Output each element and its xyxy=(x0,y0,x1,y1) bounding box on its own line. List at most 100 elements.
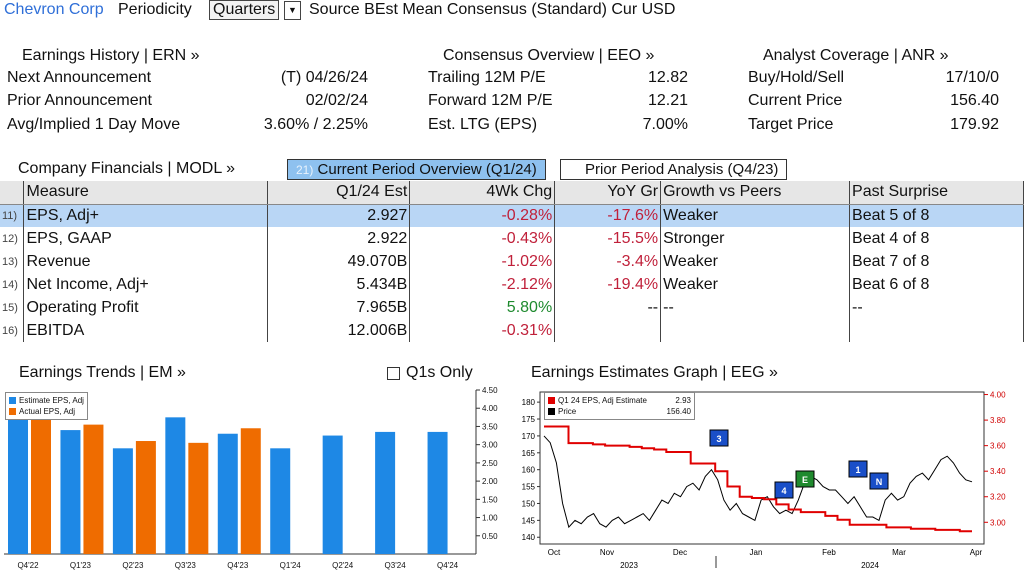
col-header-4wk-chg[interactable]: 4Wk Chg xyxy=(409,181,556,205)
y-tick-label: 2.50 xyxy=(482,459,498,468)
col-header-surprise[interactable]: Past Surprise xyxy=(849,181,1024,205)
event-marker-label: N xyxy=(876,477,883,487)
cell-measure: EPS, GAAP xyxy=(23,227,269,250)
eh-label-1: Next Announcement xyxy=(7,69,152,86)
bar-estimate xyxy=(165,417,186,554)
analyst-label-3: Target Price xyxy=(748,116,834,133)
bar-estimate xyxy=(217,433,238,554)
bar-estimate xyxy=(322,435,343,554)
x-tick-label: Q2'23 xyxy=(122,561,144,570)
cell-4wk-chg: -1.02% xyxy=(409,250,556,273)
left-tick-label: 165 xyxy=(522,449,536,458)
consensus-title[interactable]: Consensus Overview | EEO » xyxy=(443,47,655,64)
col-header-estimate[interactable]: Q1/24 Est xyxy=(267,181,411,205)
legend-swatch-eps xyxy=(548,397,555,405)
cell-surprise: Beat 7 of 8 xyxy=(849,250,1024,273)
y-tick-label: 1.50 xyxy=(482,495,498,504)
cons-value-1: 12.82 xyxy=(647,69,688,86)
q1s-only-checkbox[interactable] xyxy=(387,367,400,380)
cell-4wk-chg: -0.43% xyxy=(409,227,556,250)
table-row[interactable]: 16) EBITDA 12.006B -0.31% xyxy=(0,319,1024,342)
y-tick-label: 3.50 xyxy=(482,422,498,431)
table-row[interactable]: 13) Revenue 49.070B -1.02% -3.4% Weaker Beat 7… xyxy=(0,250,1024,273)
legend-label-actual: Actual EPS, Adj xyxy=(19,407,76,416)
cell-peers xyxy=(660,319,851,342)
cell-estimate: 7.965B xyxy=(267,296,411,319)
y-tick-label: 4.50 xyxy=(482,386,498,395)
tab-prior-label: Prior Period Analysis (Q4/23) xyxy=(585,161,779,178)
cell-measure: Operating Profit xyxy=(23,296,269,319)
analyst-label-2: Current Price xyxy=(748,92,843,109)
y-tick-label: 3.00 xyxy=(482,441,498,450)
right-tick-label: 3.00 xyxy=(990,518,1006,527)
cons-label-3: Est. LTG (EPS) xyxy=(428,116,538,133)
analyst-title[interactable]: Analyst Coverage | ANR » xyxy=(763,47,949,64)
bar-actual xyxy=(240,428,261,554)
earnings-history-title[interactable]: Earnings History | ERN » xyxy=(22,47,200,64)
periodicity-select[interactable]: Quarters xyxy=(209,0,280,20)
legend-swatch-estimate xyxy=(9,397,16,405)
cell-peers: Weaker xyxy=(660,273,851,296)
col-header-peers[interactable]: Growth vs Peers xyxy=(660,181,851,205)
eh-label-3: Avg/Implied 1 Day Move xyxy=(7,116,181,133)
earnings-estimates-title[interactable]: Earnings Estimates Graph | EEG » xyxy=(531,364,778,381)
table-row[interactable]: 15) Operating Profit 7.965B 5.80% -- -- -- xyxy=(0,296,1024,319)
analyst-value-3: 179.92 xyxy=(950,116,999,133)
financials-title[interactable]: Company Financials | MODL » xyxy=(18,160,235,177)
top-bar: Chevron Corp Periodicity Quarters ▼ Sour… xyxy=(0,0,1024,22)
right-tick-label: 3.20 xyxy=(990,493,1006,502)
estimates-legend: Q1 24 EPS, Adj Estimate 2.93 Price 156.4… xyxy=(544,392,695,420)
eh-value-3: 3.60% / 2.25% xyxy=(263,116,368,133)
tab-current-period[interactable]: 21) Current Period Overview (Q1/24) xyxy=(287,159,546,180)
q1s-only-label: Q1s Only xyxy=(406,364,473,381)
tab-number: 21) xyxy=(296,163,314,177)
x-tick-label: Q1'23 xyxy=(70,561,92,570)
legend-label-price: Price xyxy=(558,407,577,416)
cell-4wk-chg: 5.80% xyxy=(409,296,556,319)
earnings-trends-title[interactable]: Earnings Trends | EM » xyxy=(19,364,186,381)
table-header-row: Measure Q1/24 Est 4Wk Chg YoY Gr Growth … xyxy=(0,181,1024,205)
bar-estimate xyxy=(375,431,396,554)
analyst-value-1: 17/10/0 xyxy=(945,69,999,86)
table-row[interactable]: 12) EPS, GAAP 2.922 -0.43% -15.5% Stronger Bea… xyxy=(0,227,1024,250)
legend-label-eps: Q1 24 EPS, Adj Estimate xyxy=(558,396,647,405)
company-name[interactable]: Chevron Corp xyxy=(4,1,104,18)
event-marker xyxy=(795,470,815,488)
cell-4wk-chg: -0.31% xyxy=(409,319,556,342)
left-tick-label: 150 xyxy=(522,499,536,508)
table-row[interactable]: 11) EPS, Adj+ 2.927 -0.28% -17.6% Weaker Beat … xyxy=(0,204,1024,227)
x-tick-label: Dec xyxy=(673,548,687,557)
left-tick-label: 180 xyxy=(522,398,536,407)
cell-yoy: -17.6% xyxy=(554,204,662,227)
cell-surprise: Beat 6 of 8 xyxy=(849,273,1024,296)
cell-surprise: -- xyxy=(849,296,1024,319)
eh-value-2: 02/02/24 xyxy=(305,92,368,109)
x-tick-label: Feb xyxy=(822,548,836,557)
row-number: 15) xyxy=(0,296,25,319)
left-tick-label: 170 xyxy=(522,432,536,441)
bar-actual xyxy=(135,441,156,554)
cell-yoy: -15.5% xyxy=(554,227,662,250)
x-tick-label: Jan xyxy=(750,548,763,557)
y-tick-label: 1.00 xyxy=(482,514,498,523)
legend-item-price: Price 156.40 xyxy=(548,406,691,417)
cell-yoy: -19.4% xyxy=(554,273,662,296)
y-tick-label: 2.00 xyxy=(482,477,498,486)
event-marker-label: E xyxy=(802,475,808,485)
source-text: Source BEst Mean Consensus (Standard) Cu… xyxy=(309,1,676,18)
tab-current-label: Current Period Overview (Q1/24) xyxy=(317,161,537,178)
col-header-yoy[interactable]: YoY Gr xyxy=(554,181,662,205)
legend-label-estimate: Estimate EPS, Adj xyxy=(19,396,84,405)
tab-prior-period[interactable]: Prior Period Analysis (Q4/23) xyxy=(560,159,788,180)
left-tick-label: 140 xyxy=(522,533,536,542)
bar-estimate xyxy=(112,448,133,554)
event-marker xyxy=(848,460,868,478)
cell-estimate: 49.070B xyxy=(267,250,411,273)
table-row[interactable]: 14) Net Income, Adj+ 5.434B -2.12% -19.4% Wea… xyxy=(0,273,1024,296)
col-header-measure[interactable]: Measure xyxy=(23,181,269,205)
dropdown-arrow-icon[interactable]: ▼ xyxy=(284,1,301,20)
legend-item-actual: Actual EPS, Adj xyxy=(9,406,84,417)
bar-estimate xyxy=(427,431,448,554)
cons-label-2: Forward 12M P/E xyxy=(428,92,553,109)
row-number: 12) xyxy=(0,227,25,250)
